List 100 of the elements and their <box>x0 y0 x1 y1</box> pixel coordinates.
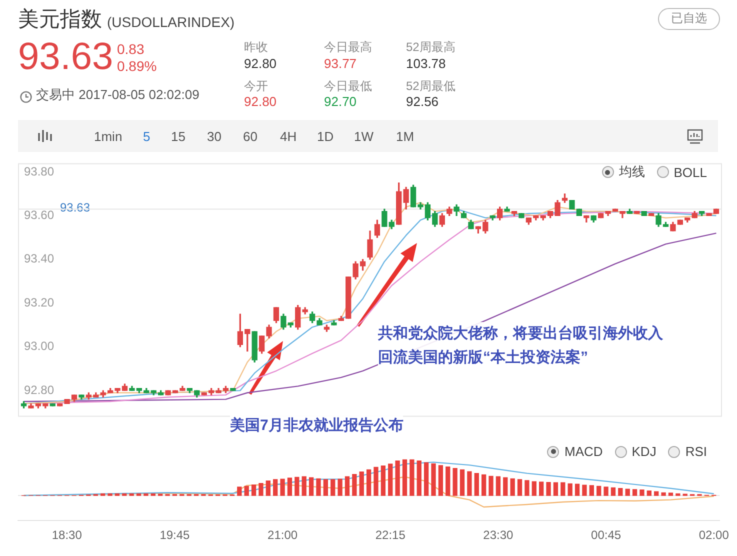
bar <box>452 468 458 496</box>
bar <box>424 462 429 496</box>
y-tick-label: 93.40 <box>24 252 54 266</box>
annotation: 共和党众院大佬称，将要出台吸引海外收入回流美国的新版“本土投资法案” <box>378 322 670 370</box>
x-tick-label: 22:15 <box>375 528 406 542</box>
text: 52周最低 <box>406 79 456 94</box>
annotation: 均线 <box>618 163 645 181</box>
bar <box>481 474 486 496</box>
bar <box>136 493 142 496</box>
text: 93.77 <box>324 56 357 72</box>
text: 5 <box>143 129 150 145</box>
text: 52周最高 <box>406 40 456 55</box>
bar <box>517 479 522 496</box>
bar <box>574 484 580 496</box>
bar <box>553 482 558 496</box>
x-tick-label: 02:00 <box>698 528 730 542</box>
bar <box>338 478 342 496</box>
x-tick-label: 00:45 <box>591 528 622 542</box>
bar <box>302 476 306 496</box>
bar <box>374 466 378 496</box>
bar <box>410 459 414 496</box>
text: 0.83 <box>117 41 144 58</box>
bar <box>416 460 422 496</box>
bar <box>251 484 256 496</box>
text: 60 <box>243 129 258 145</box>
bar <box>323 479 328 496</box>
bar <box>610 487 616 496</box>
y-tick-label: 93.80 <box>24 164 54 178</box>
bar <box>122 493 127 496</box>
bar <box>258 483 264 496</box>
annotation: BOLL <box>674 164 707 180</box>
text: 昨收 <box>244 40 268 55</box>
bar <box>625 488 630 496</box>
x-tick-label: 19:45 <box>160 528 190 542</box>
text: 今日最高 <box>324 40 372 55</box>
bar <box>308 477 314 496</box>
text: 92.56 <box>406 94 439 110</box>
bar <box>474 472 479 496</box>
bar <box>560 482 566 496</box>
text: 4H <box>280 129 297 145</box>
bar <box>524 480 530 496</box>
text: (USDOLLARINDEX) <box>107 14 235 30</box>
text: 交易中 2017-08-05 02:02:09 <box>36 87 200 103</box>
bar <box>589 485 594 496</box>
bar <box>438 465 444 496</box>
bar <box>460 469 465 496</box>
bar <box>568 483 572 496</box>
bar <box>532 481 536 496</box>
ref-line-label: 93.63 <box>60 200 90 214</box>
bar <box>596 486 602 496</box>
bar <box>287 478 292 496</box>
bar <box>316 478 321 496</box>
bar <box>640 489 644 496</box>
text: KDJ <box>632 444 656 459</box>
bar <box>294 476 300 496</box>
text: 92.70 <box>324 94 357 110</box>
bar <box>546 482 551 496</box>
bar <box>114 493 120 496</box>
bar <box>582 484 587 496</box>
y-tick-label: 92.80 <box>24 382 54 397</box>
bar <box>618 488 623 496</box>
bar <box>244 486 249 496</box>
bar <box>654 491 659 496</box>
x-tick-label: 21:00 <box>268 528 298 542</box>
text: 美国7月非农就业报告公布 <box>230 414 404 438</box>
bar <box>273 479 278 496</box>
bar <box>604 486 608 496</box>
bar <box>488 476 494 496</box>
text: 15 <box>171 129 186 145</box>
bar <box>108 493 112 496</box>
bar <box>395 460 400 496</box>
bar <box>344 476 350 496</box>
bar <box>352 474 357 496</box>
text: 30 <box>207 129 222 145</box>
bar <box>467 471 472 496</box>
bar <box>280 478 285 496</box>
text: 1D <box>317 129 334 145</box>
bar <box>402 459 408 496</box>
text: 92.80 <box>244 94 277 110</box>
bar <box>266 480 270 496</box>
bar <box>380 465 386 496</box>
bar <box>150 493 156 496</box>
text: 92.80 <box>244 56 277 72</box>
bar <box>144 493 148 496</box>
bar <box>129 493 134 496</box>
text: 1W <box>354 129 374 145</box>
text: MACD <box>564 444 603 459</box>
text: 今日最低 <box>324 79 372 94</box>
y-tick-label: 93.20 <box>24 295 54 310</box>
bar <box>359 472 364 496</box>
text: RSI <box>685 444 707 459</box>
bar <box>632 489 638 496</box>
bar <box>366 469 372 496</box>
bar <box>510 478 515 496</box>
text: 1M <box>396 129 414 145</box>
bar <box>388 464 393 496</box>
text: 已自选 <box>658 8 720 30</box>
bar <box>237 486 242 496</box>
x-tick-label: 23:30 <box>483 528 514 542</box>
text: 93.63 <box>18 36 114 80</box>
